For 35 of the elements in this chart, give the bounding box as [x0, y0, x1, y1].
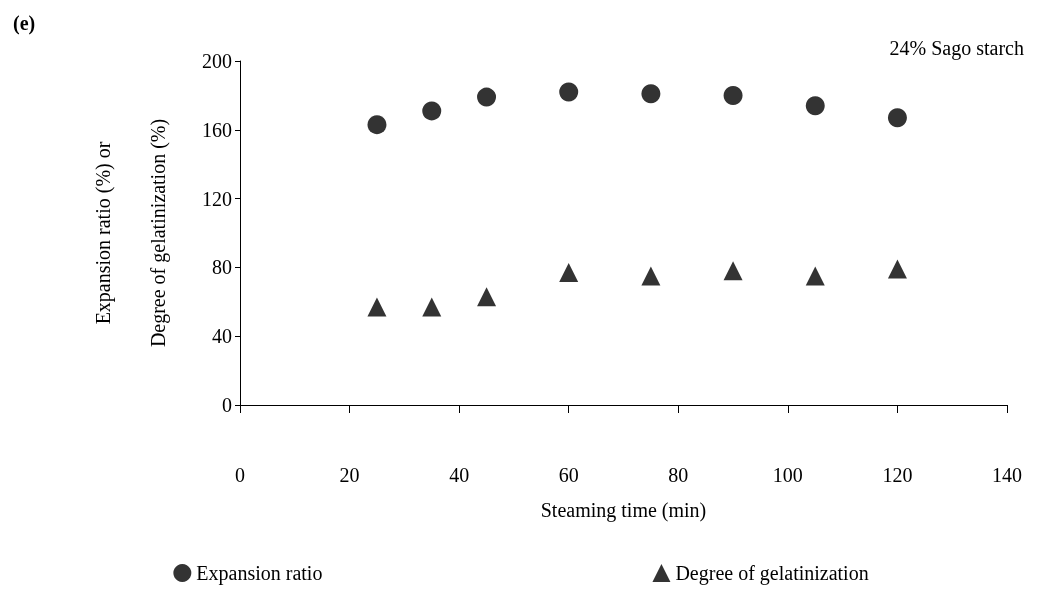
- y-tick-label: 40: [212, 325, 232, 348]
- point: [367, 297, 387, 317]
- point: [887, 259, 907, 279]
- point: [559, 263, 579, 283]
- x-tick-label: 40: [449, 464, 470, 486]
- point: [559, 82, 579, 102]
- legend-label: Expansion ratio: [196, 562, 323, 585]
- x-tick-label: 100: [772, 464, 803, 486]
- x-tick-label: 60: [558, 464, 579, 486]
- text: Expansion ratio (%) or Degree of gelatinization (%): [91, 118, 169, 348]
- point: [477, 87, 497, 107]
- x-axis-title: Steaming time (min): [540, 499, 707, 522]
- point: [805, 266, 825, 286]
- point: [422, 297, 442, 317]
- text: (e): [13, 12, 36, 35]
- text: 24% Sago starch: [889, 37, 1025, 60]
- point: [887, 108, 907, 128]
- y-tick-label: 200: [202, 50, 232, 72]
- x-tick-label: 120: [882, 464, 913, 486]
- point: [641, 84, 661, 104]
- point: [641, 266, 661, 286]
- y-tick-label: 0: [222, 394, 232, 416]
- y-tick-label: 120: [202, 187, 232, 210]
- legend-label: Degree of gelatinization: [675, 562, 869, 585]
- point: [367, 115, 387, 135]
- x-tick-label: 140: [992, 464, 1022, 486]
- point: [723, 261, 743, 281]
- x-tick-label: 20: [339, 464, 360, 486]
- point: [422, 101, 442, 121]
- point: [805, 96, 825, 116]
- x-tick-label: 80: [668, 464, 689, 486]
- y-tick-label: 80: [212, 256, 232, 279]
- point: [723, 85, 743, 105]
- y-tick-label: 160: [202, 118, 232, 141]
- point: [477, 287, 497, 307]
